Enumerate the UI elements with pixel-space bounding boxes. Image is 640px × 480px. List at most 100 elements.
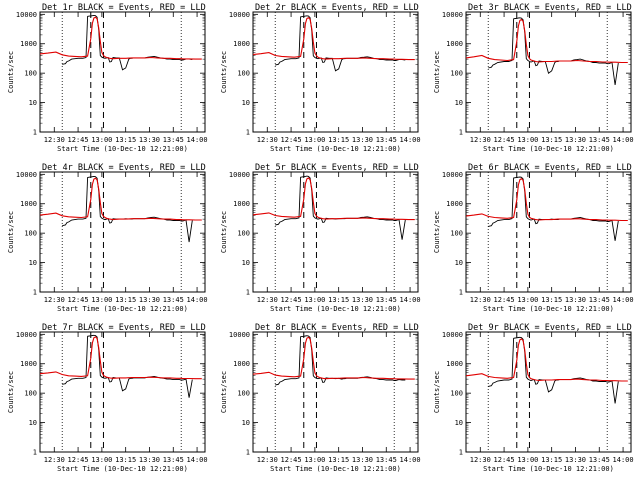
plot-frame: [39, 11, 206, 133]
x-tick-label: 12:45: [281, 456, 302, 464]
y-tick-label: 1: [246, 129, 250, 137]
x-tick-label: 12:45: [68, 456, 89, 464]
x-tick-label: 14:00: [400, 136, 421, 144]
y-tick-label: 100: [24, 230, 37, 238]
x-tick-label: 14:00: [187, 456, 208, 464]
x-tick-label: 12:45: [494, 296, 515, 304]
x-tick-label: 13:30: [352, 136, 373, 144]
y-tick-label: 10000: [229, 331, 250, 339]
panel-title: Det 4r BLACK = Events, RED = LLD: [42, 163, 206, 173]
series-line-events: [488, 17, 619, 85]
x-tick-label: 14:00: [187, 296, 208, 304]
x-tick-label: 12:45: [281, 136, 302, 144]
x-axis-label: Start Time (10-Dec-10 12:21:00): [270, 145, 401, 153]
series-line-lld: [252, 17, 415, 61]
x-tick-label: 13:30: [352, 456, 373, 464]
detector-panel-4: Det 4r BLACK = Events, RED = LLD 1 10 100 10…: [0, 160, 213, 320]
y-tick-label: 1000: [20, 40, 37, 48]
x-axis-label: Start Time (10-Dec-10 12:21:00): [483, 305, 614, 313]
x-tick-label: 13:15: [541, 136, 562, 144]
y-tick-label: 1: [33, 129, 37, 137]
x-tick-label: 13:15: [541, 296, 562, 304]
x-tick-label: 14:00: [187, 136, 208, 144]
plot-frame: [465, 171, 632, 293]
series-line-lld: [465, 338, 628, 382]
y-tick-label: 10: [242, 419, 250, 427]
x-tick-label: 12:30: [44, 296, 65, 304]
plot-frame: [465, 11, 632, 133]
x-tick-label: 12:45: [494, 456, 515, 464]
y-tick-label: 100: [237, 70, 250, 78]
y-tick-label: 100: [237, 230, 250, 238]
x-tick-label: 13:45: [163, 456, 184, 464]
x-tick-label: 13:30: [139, 136, 160, 144]
panel-title: Det 9r BLACK = Events, RED = LLD: [468, 323, 632, 333]
detector-panel-8: Det 8r BLACK = Events, RED = LLD 1 10 100 10…: [213, 320, 426, 480]
x-axis-label: Start Time (10-Dec-10 12:21:00): [270, 305, 401, 313]
x-tick-label: 13:15: [115, 136, 136, 144]
y-tick-label: 100: [24, 70, 37, 78]
y-tick-label: 10000: [442, 11, 463, 19]
x-tick-label: 13:45: [163, 296, 184, 304]
series-line-events: [488, 336, 619, 404]
y-tick-label: 10: [455, 419, 463, 427]
x-tick-label: 13:30: [565, 136, 586, 144]
panel-svg: Det 1r BLACK = Events, RED = LLD 1 10 100 10…: [7, 3, 208, 153]
y-axis-label: Counts/sec: [220, 51, 228, 93]
x-tick-label: 13:30: [352, 296, 373, 304]
x-tick-label: 13:00: [304, 296, 325, 304]
x-tick-label: 12:45: [281, 296, 302, 304]
series-line-events: [62, 175, 193, 243]
x-tick-label: 13:00: [517, 456, 538, 464]
x-tick-label: 12:30: [44, 456, 65, 464]
y-tick-label: 1000: [233, 40, 250, 48]
series-line-lld: [465, 178, 628, 222]
detector-panel-3: Det 3r BLACK = Events, RED = LLD 1 10 100 10…: [426, 0, 639, 160]
x-tick-label: 14:00: [400, 296, 421, 304]
panel-title: Det 1r BLACK = Events, RED = LLD: [42, 3, 206, 13]
panel-svg: Det 9r BLACK = Events, RED = LLD 1 10 100 10…: [433, 323, 634, 473]
x-tick-label: 12:30: [470, 136, 491, 144]
panel-title: Det 7r BLACK = Events, RED = LLD: [42, 323, 206, 333]
y-axis-label: Counts/sec: [7, 51, 15, 93]
x-axis-label: Start Time (10-Dec-10 12:21:00): [483, 145, 614, 153]
x-tick-label: 14:00: [613, 456, 634, 464]
x-tick-label: 13:00: [517, 296, 538, 304]
series-line-events: [275, 335, 406, 386]
series-line-lld: [252, 177, 415, 221]
y-tick-label: 1000: [233, 360, 250, 368]
y-tick-label: 10000: [229, 171, 250, 179]
detector-panel-5: Det 5r BLACK = Events, RED = LLD 1 10 100 10…: [213, 160, 426, 320]
x-tick-label: 12:45: [68, 136, 89, 144]
series-line-lld: [465, 18, 628, 64]
x-tick-label: 12:30: [257, 296, 278, 304]
y-tick-label: 10: [455, 259, 463, 267]
panel-svg: Det 8r BLACK = Events, RED = LLD 1 10 100 10…: [220, 323, 421, 473]
y-tick-label: 10: [242, 259, 250, 267]
y-tick-label: 10: [29, 419, 37, 427]
x-tick-label: 13:45: [376, 296, 397, 304]
y-tick-label: 10: [242, 99, 250, 107]
y-tick-label: 10: [29, 259, 37, 267]
panel-svg: Det 7r BLACK = Events, RED = LLD 1 10 100 10…: [7, 323, 208, 473]
y-tick-label: 100: [450, 390, 463, 398]
x-tick-label: 13:30: [139, 296, 160, 304]
x-tick-label: 14:00: [613, 136, 634, 144]
x-tick-label: 13:45: [376, 136, 397, 144]
y-tick-label: 1: [33, 289, 37, 297]
x-tick-label: 13:00: [304, 456, 325, 464]
panel-svg: Det 6r BLACK = Events, RED = LLD 1 10 100 10…: [433, 163, 634, 313]
x-tick-label: 13:15: [115, 456, 136, 464]
panel-svg: Det 2r BLACK = Events, RED = LLD 1 10 100 10…: [220, 3, 421, 153]
x-tick-label: 13:15: [115, 296, 136, 304]
x-tick-label: 13:00: [91, 456, 112, 464]
x-tick-label: 13:45: [376, 456, 397, 464]
series-line-events: [275, 15, 406, 72]
y-tick-label: 10000: [442, 171, 463, 179]
detector-panel-6: Det 6r BLACK = Events, RED = LLD 1 10 100 10…: [426, 160, 639, 320]
y-tick-label: 1000: [233, 200, 250, 208]
panel-svg: Det 4r BLACK = Events, RED = LLD 1 10 100 10…: [7, 163, 208, 313]
x-tick-label: 13:00: [304, 136, 325, 144]
series-line-events: [488, 176, 619, 241]
